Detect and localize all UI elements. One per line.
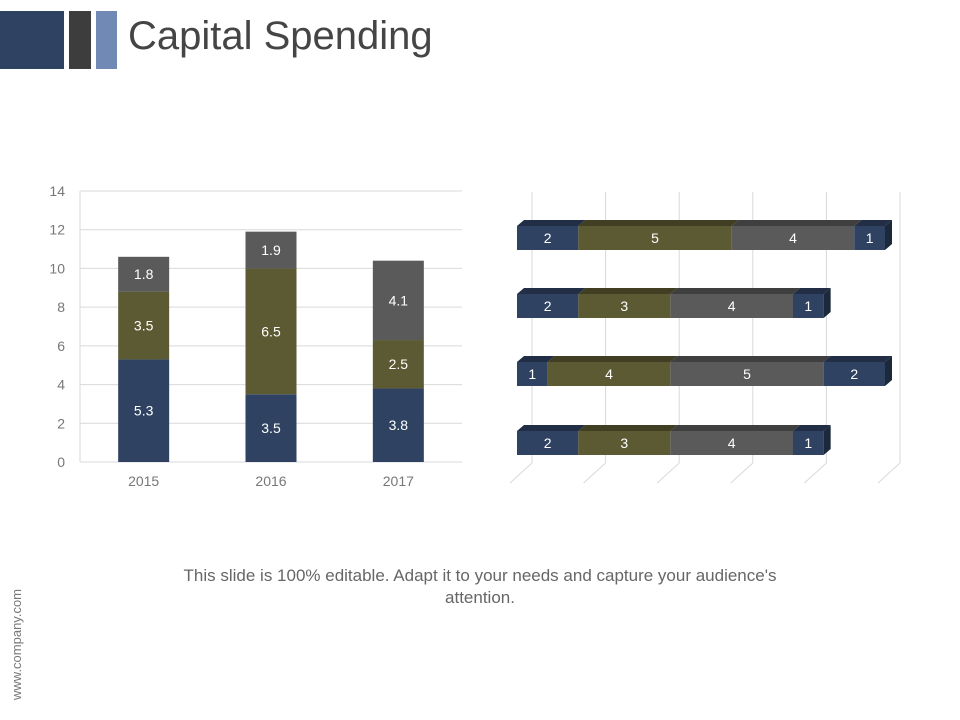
data-label: 2	[544, 435, 552, 451]
data-label: 4	[789, 230, 797, 246]
data-label: 3	[620, 298, 628, 314]
bar-segment	[793, 294, 824, 318]
data-label: 4	[728, 298, 736, 314]
bar-top-face	[793, 425, 831, 431]
bar-top-face	[823, 356, 892, 362]
bar-top-face	[547, 356, 678, 362]
bar-top-face	[670, 425, 800, 431]
slide-caption: This slide is 100% editable. Adapt it to…	[183, 566, 777, 607]
y-tick-label: 4	[57, 377, 65, 393]
bar-top-face	[517, 356, 555, 362]
bar-segment	[547, 362, 671, 386]
bar-segment	[670, 431, 793, 455]
data-label: 1.9	[261, 242, 281, 258]
website-text: www.company.com	[9, 588, 24, 700]
bar-segment	[372, 388, 424, 462]
floor-gridline	[877, 462, 901, 484]
bar-top-face	[517, 220, 586, 226]
bar-end-face	[823, 425, 831, 455]
bar-segment	[372, 260, 424, 341]
bar-end-face	[885, 356, 892, 386]
header-block-dark	[69, 11, 91, 69]
floor-gridline	[509, 462, 533, 484]
y-tick-label: 10	[49, 260, 65, 276]
data-label: 5	[651, 230, 659, 246]
y-tick-label: 6	[57, 338, 65, 354]
data-label: 4	[728, 435, 736, 451]
bar-end-face	[885, 220, 892, 250]
bar-top-face	[670, 288, 800, 294]
x-tick-label: 2016	[255, 473, 286, 489]
data-label: 3.5	[134, 318, 154, 334]
floor-gridline	[730, 462, 754, 484]
bar-top-face	[578, 288, 678, 294]
bar-segment	[670, 294, 793, 318]
floor-gridline	[656, 462, 680, 484]
bar-segment	[793, 431, 824, 455]
stacked-bar-chart-3d: 2 5 4 1 2 3 4 1 1 4 5 2 2 3 4 1	[509, 192, 901, 484]
data-label: 1	[804, 298, 812, 314]
x-tick-label: 2015	[128, 473, 159, 489]
bar-segment	[245, 231, 297, 269]
x-tick-label: 2017	[383, 473, 414, 489]
bar-segment	[854, 226, 885, 250]
page-title: Capital Spending	[128, 14, 433, 58]
data-label: 3.8	[389, 417, 409, 433]
data-label: 2	[544, 230, 552, 246]
bar-segment	[517, 226, 579, 250]
bar-segment	[372, 340, 424, 389]
data-label: 1.8	[134, 266, 154, 282]
data-label: 1	[866, 230, 874, 246]
bar-top-face	[517, 425, 586, 431]
bar-segment	[731, 226, 855, 250]
bar-segment	[118, 359, 170, 462]
stacked-column-chart: 0 2 4 6 8 10 12 14 5.3 3.5 1.8 2015 3.5 6.5 1.9 2016 3.8…	[49, 183, 462, 489]
bar-top-face	[731, 220, 862, 226]
data-label: 4.1	[389, 292, 409, 308]
y-tick-label: 2	[57, 415, 65, 431]
floor-gridline	[804, 462, 827, 484]
data-label: 1	[528, 366, 536, 382]
bar-segment	[823, 362, 885, 386]
bar-top-face	[517, 288, 586, 294]
data-label: 6.5	[261, 323, 281, 339]
data-label: 2	[544, 298, 552, 314]
bar-top-face	[670, 356, 831, 362]
y-tick-label: 8	[57, 299, 65, 315]
bar-segment	[118, 291, 170, 360]
data-label: 4	[605, 366, 613, 382]
bar-top-face	[578, 425, 678, 431]
data-label: 3	[620, 435, 628, 451]
floor-gridline	[583, 462, 606, 484]
bar-segment	[517, 294, 579, 318]
y-tick-label: 0	[57, 454, 65, 470]
bar-segment	[118, 256, 170, 292]
bar-segment	[578, 431, 671, 455]
bar-segment	[578, 226, 732, 250]
y-tick-label: 14	[49, 183, 65, 199]
bar-segment	[517, 431, 579, 455]
bar-top-face	[793, 288, 831, 294]
data-label: 2.5	[389, 356, 409, 372]
data-label: 3.5	[261, 420, 281, 436]
bar-segment	[245, 268, 297, 395]
bar-top-face	[854, 220, 892, 226]
bar-segment	[517, 362, 548, 386]
bar-segment	[578, 294, 671, 318]
bar-segment	[670, 362, 824, 386]
header-block-navy	[0, 11, 64, 69]
data-label: 1	[804, 435, 812, 451]
data-label: 5.3	[134, 403, 154, 419]
bar-top-face	[578, 220, 739, 226]
y-tick-label: 12	[49, 222, 65, 238]
header-block-light	[96, 11, 117, 69]
bar-segment	[245, 394, 297, 462]
data-label: 2	[850, 366, 858, 382]
bar-end-face	[823, 288, 831, 318]
data-label: 5	[743, 366, 751, 382]
